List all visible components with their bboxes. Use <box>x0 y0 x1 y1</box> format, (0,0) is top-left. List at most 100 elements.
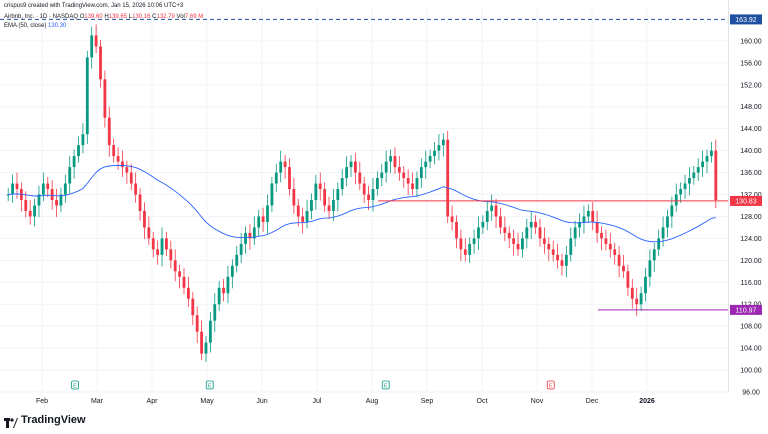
candle-down <box>446 139 450 217</box>
x-tick-label: Sep <box>421 398 434 405</box>
candle-down <box>99 46 102 80</box>
x-tick-label: Mar <box>91 398 104 405</box>
candle-down <box>173 260 177 272</box>
candle-down <box>261 216 265 222</box>
candle-down <box>630 287 634 299</box>
candle-up <box>68 167 72 184</box>
candle-down <box>463 249 467 255</box>
candle-up <box>33 205 36 217</box>
candle-up <box>160 238 164 255</box>
y-tick-label: 108.00 <box>740 324 762 331</box>
candle-up <box>525 227 529 239</box>
candle-down <box>556 254 559 261</box>
candle-up <box>657 238 661 250</box>
x-tick-label: May <box>200 398 214 405</box>
candle-down <box>551 249 555 255</box>
candle-up <box>586 210 590 217</box>
candle-down <box>182 276 186 288</box>
candle-up <box>81 134 85 146</box>
candle-down <box>617 254 621 266</box>
candle-down <box>323 189 327 206</box>
candle-up <box>648 260 652 277</box>
candle-up <box>389 156 392 162</box>
earnings-marker-label: E <box>73 384 77 390</box>
candle-down <box>499 216 502 228</box>
candle-down <box>169 249 173 261</box>
candle-up <box>11 183 14 195</box>
candle-up <box>257 216 261 228</box>
candle-down <box>560 260 564 266</box>
candle-down <box>327 205 331 211</box>
price-label-box <box>730 304 762 315</box>
candle-down <box>512 238 516 244</box>
candle-down <box>507 232 511 239</box>
x-tick-label: Oct <box>477 398 488 405</box>
candle-up <box>226 276 230 294</box>
candle-down <box>608 243 612 250</box>
candle-up <box>705 156 709 162</box>
candle-down <box>542 238 546 244</box>
candle-up <box>371 189 375 200</box>
candle-up <box>639 293 643 305</box>
candle-up <box>679 189 683 195</box>
close-label: C <box>152 14 157 20</box>
candle-down <box>494 205 498 217</box>
x-tick-label: Apr <box>147 398 159 405</box>
x-tick-label: 2026 <box>639 398 655 405</box>
candle-down <box>397 167 401 173</box>
candle-down <box>626 271 630 288</box>
candle-up <box>578 221 581 228</box>
candle-down <box>600 232 603 239</box>
candle-up <box>305 210 309 222</box>
chart-credit: crispus9 created with TradingView.com, J… <box>4 3 184 9</box>
candle-up <box>239 243 243 255</box>
candle-down <box>406 178 410 184</box>
candle-up <box>332 200 335 211</box>
candle-up <box>310 200 313 211</box>
candle-down <box>121 161 124 168</box>
y-tick-label: 152.00 <box>740 82 762 89</box>
candle-up <box>340 178 344 190</box>
candle-up <box>696 167 700 173</box>
candle-down <box>613 249 617 255</box>
candle-up <box>428 156 432 162</box>
price-label-box <box>730 195 762 206</box>
low-value: 130.16 <box>132 14 151 20</box>
ema-line <box>8 164 716 243</box>
candle-down <box>450 216 454 222</box>
candle-up <box>433 150 436 157</box>
candle-down <box>358 172 362 184</box>
candle-down <box>296 205 300 217</box>
candle-down <box>94 35 98 47</box>
candle-down <box>46 183 50 190</box>
y-tick-label: 120.00 <box>740 258 762 265</box>
y-tick-label: 136.00 <box>740 170 762 177</box>
candle-down <box>393 156 397 168</box>
candle-up <box>90 35 94 58</box>
x-tick-label: Nov <box>531 398 544 405</box>
x-tick-label: Feb <box>36 398 48 405</box>
candle-up <box>6 194 10 196</box>
candle-up <box>59 194 63 206</box>
price-label-text: 130.83 <box>735 198 757 205</box>
candle-down <box>591 210 595 222</box>
y-tick-label: 124.00 <box>740 236 762 243</box>
candle-up <box>375 178 379 190</box>
y-tick-label: 156.00 <box>740 60 762 67</box>
candle-down <box>147 227 151 239</box>
candle-down <box>411 183 414 190</box>
candle-down <box>635 298 639 305</box>
candle-down <box>15 183 19 190</box>
y-tick-label: 132.00 <box>740 192 762 199</box>
high-value: 139.65 <box>108 14 128 20</box>
candle-up <box>661 227 665 239</box>
earnings-marker-label: E <box>208 384 212 390</box>
tradingview-logo[interactable]: TradingView <box>4 414 86 428</box>
earnings-marker-label: E <box>384 384 388 390</box>
y-tick-label: 160.00 <box>740 38 762 45</box>
candle-up <box>688 178 691 184</box>
tradingview-logo-text: TradingView <box>21 414 86 426</box>
candle-down <box>362 183 366 195</box>
earnings-marker <box>71 380 79 390</box>
earnings-marker <box>546 380 555 390</box>
